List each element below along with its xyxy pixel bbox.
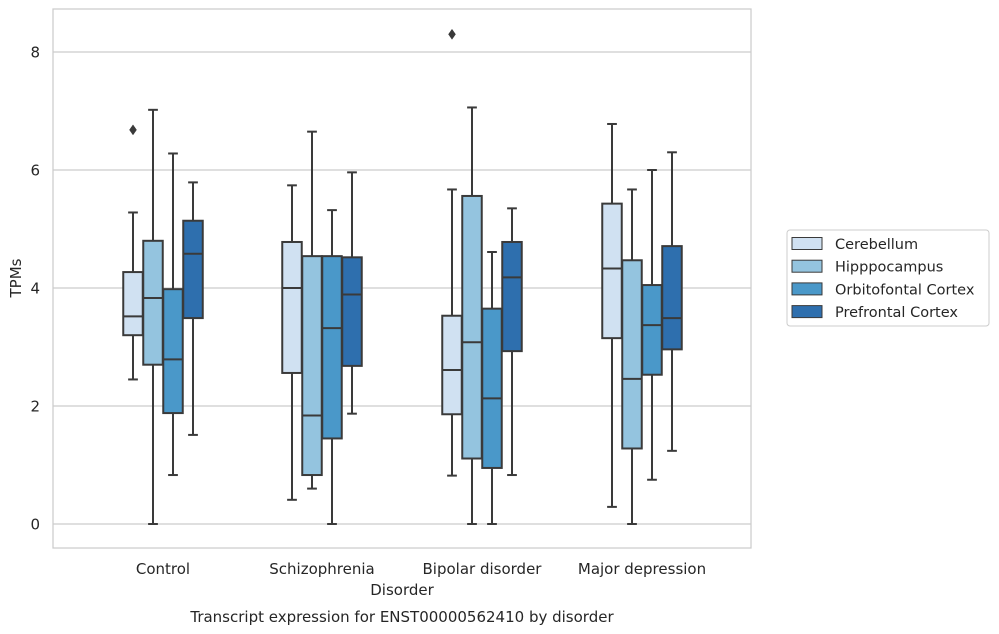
y-tick-label: 8 [30, 44, 40, 62]
iqr-box [321, 255, 343, 440]
y-tick-label: 0 [30, 516, 40, 534]
legend-items: Cerebellum Hipppocampus Orbitofontal Corte… [791, 237, 975, 321]
y-axis-ticks: 0 2 4 6 8 [30, 44, 40, 534]
box-cerebellum [441, 28, 463, 477]
iqr-box [621, 259, 643, 450]
x-axis-label: Disorder [370, 581, 434, 599]
chart-title: Transcript expression for ENST0000056241… [189, 608, 614, 626]
iqr-box [641, 284, 663, 376]
box-hipppocampus [142, 108, 164, 525]
plot-frame [52, 8, 752, 549]
iqr-box [441, 314, 463, 416]
iqr-box [142, 239, 164, 366]
box-orbitofontal-cortex [481, 251, 503, 525]
y-tick-label: 4 [30, 280, 40, 298]
iqr-box [661, 245, 683, 351]
iqr-box [461, 194, 483, 460]
legend-label: Hipppocampus [835, 260, 943, 276]
box-prefrontal-cortex [341, 171, 363, 415]
legend-swatch [791, 259, 823, 273]
x-tick-label: Control [136, 560, 190, 578]
x-tick-label: Schizophrenia [269, 560, 374, 578]
x-axis-ticks: Control Schizophrenia Bipolar disorder Majo… [136, 560, 706, 578]
legend-swatch [791, 305, 823, 319]
box-cerebellum [281, 184, 303, 501]
legend-label: Prefrontal Cortex [835, 305, 958, 321]
box-orbitofontal-cortex [321, 209, 343, 525]
box-cerebellum [122, 124, 144, 381]
iqr-box [501, 240, 523, 353]
iqr-box [281, 240, 303, 374]
box-prefrontal-cortex [661, 151, 683, 452]
iqr-box [341, 256, 363, 367]
legend-label: Orbitofontal Cortex [835, 282, 975, 298]
box-hipppocampus [621, 188, 643, 525]
iqr-box [182, 219, 204, 320]
y-tick-label: 6 [30, 162, 40, 180]
outlier-point [129, 124, 137, 136]
legend-swatch [791, 282, 823, 296]
iqr-box [601, 202, 623, 340]
box-orbitofontal-cortex [641, 169, 663, 481]
x-tick-label: Major depression [578, 560, 706, 578]
box-hipppocampus [301, 130, 323, 490]
box-cerebellum [601, 122, 623, 508]
iqr-box [481, 307, 503, 469]
legend-frame [786, 229, 990, 327]
box-series [122, 28, 683, 525]
x-tick-label: Bipolar disorder [423, 560, 543, 578]
iqr-box [162, 288, 184, 415]
y-axis-label: TPMs [7, 258, 25, 298]
iqr-box [122, 271, 144, 337]
box-prefrontal-cortex [501, 207, 523, 477]
iqr-box [301, 255, 323, 477]
legend: Cerebellum Hipppocampus Orbitofontal Corte… [786, 229, 990, 327]
box-hipppocampus [461, 106, 483, 525]
box-orbitofontal-cortex [162, 152, 184, 477]
legend-swatch [791, 237, 823, 250]
outlier-point [448, 28, 456, 40]
y-tick-label: 2 [30, 398, 40, 416]
box-prefrontal-cortex [182, 181, 204, 436]
legend-label: Cerebellum [835, 237, 918, 253]
